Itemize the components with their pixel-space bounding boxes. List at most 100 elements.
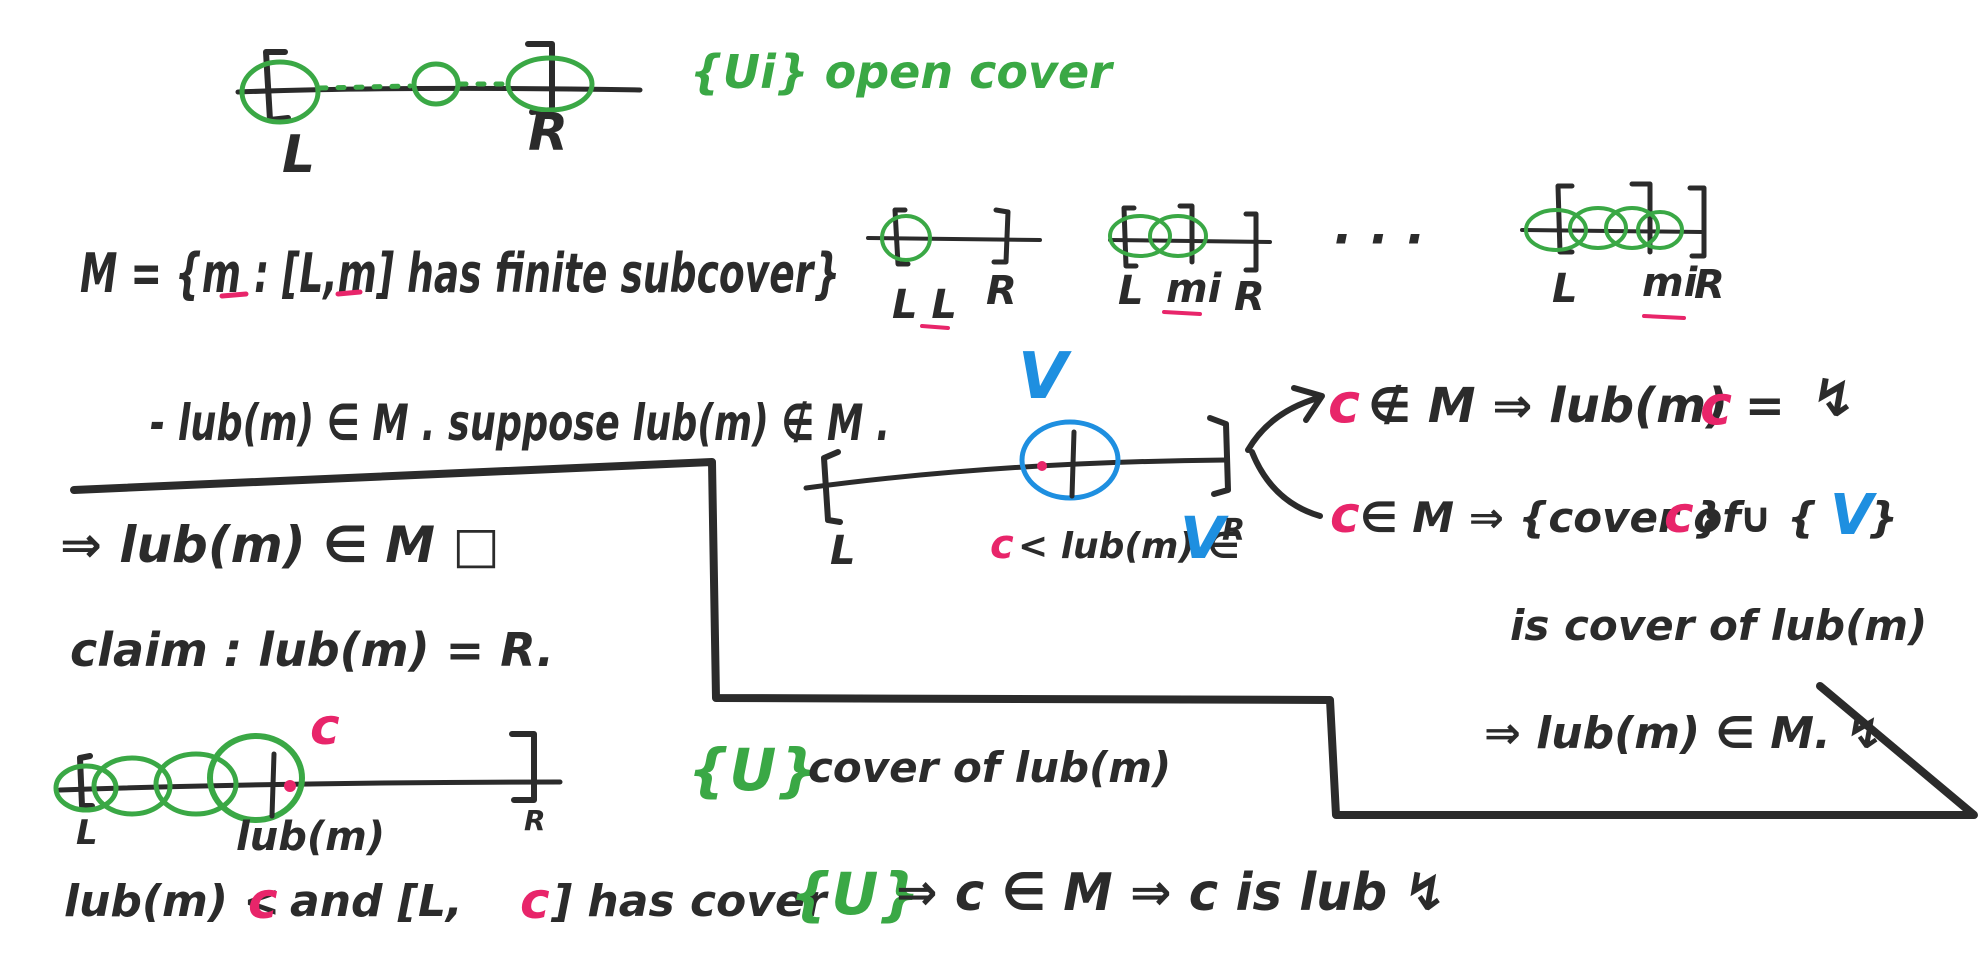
middle-label-right: R [1222, 513, 1245, 548]
thumb3-underline [1642, 314, 1686, 320]
thumb3-left-bracket [1555, 183, 1575, 255]
thumb3-cover-circle-2 [1568, 206, 1628, 250]
set-def-underline-2 [335, 289, 363, 297]
left-box-content: ⇒ lub(m) ∈ M □ claim : lub(m) = R. [60, 516, 554, 677]
middle-c-point [1037, 461, 1047, 471]
middle-lub-tick [1069, 429, 1077, 499]
thumb2-right-bracket [1243, 211, 1259, 273]
bottom-right-bracket [509, 731, 537, 803]
thumb3-label-mid: mi [1642, 260, 1699, 306]
thumb2-label-right: R [1234, 274, 1265, 320]
case1-c: c [1328, 372, 1360, 435]
set-definition-row: M = {m : [L,m] has finite subcover} L L … [80, 181, 1725, 330]
thumb2-cover-circle-1 [1108, 214, 1172, 258]
top-cover-note: {Ui} open cover [690, 45, 1115, 99]
bottom-label-lub: lub(m) [236, 814, 385, 860]
case1-rest: ∉ M ⇒ lub(m) = [1368, 378, 1785, 434]
top-cover-circle-3 [505, 55, 595, 113]
bottom-conclusion-line: lub(m) < c and [L, c ] has cover {U} ⇒ c… [64, 860, 1446, 930]
case2-c: c [1330, 486, 1360, 544]
bottom-lub-tick [269, 751, 277, 819]
thumb3-label-left: L [1552, 266, 1578, 312]
thumb3-label-right: R [1694, 262, 1725, 308]
thumb3-right-bracket [1687, 185, 1707, 259]
set-definition-text: M = {m : [L,m] has finite subcover} [80, 242, 840, 305]
cases-block: c ∉ M ⇒ lub(m) = c ↯ c ∈ M ⇒ {cover of c… [1328, 369, 1927, 759]
bottom-cover-circle-2 [91, 755, 173, 817]
case-arrow-up [1245, 395, 1321, 453]
bottom-label-left: L [76, 813, 98, 853]
step-outline [70, 458, 1978, 819]
thumb3-cover-circle-3 [1604, 206, 1660, 250]
thumb2-label-mid: mi [1166, 266, 1223, 312]
middle-v-label: V [1018, 340, 1072, 414]
top-right-bracket [525, 41, 555, 115]
top-cover-dashes [317, 83, 413, 91]
bottom-line-part3: ] has cover [550, 876, 829, 927]
case1-c2: c [1700, 374, 1732, 437]
case2-line3: ⇒ lub(m) ∈ M. ↯ [1484, 708, 1883, 759]
top-cover-circle-2 [411, 61, 461, 107]
top-label-right: R [528, 103, 568, 163]
case2-v: V [1830, 483, 1878, 548]
thumb1-label-right: R [986, 268, 1017, 314]
bottom-cover-circle-1 [53, 763, 119, 813]
left-box-claim: claim : lub(m) = R. [70, 623, 554, 677]
middle-label-rest: < lub(m) ∈ [1018, 526, 1240, 567]
bottom-cover-open: {U} [688, 736, 818, 804]
bottom-c-label: c [310, 698, 340, 756]
bottom-c-point [284, 780, 296, 792]
left-box-implies: ⇒ lub(m) ∈ M □ [60, 516, 500, 574]
thumb2-mid-bracket [1177, 203, 1195, 265]
thumb1-label-left: L L [892, 282, 957, 328]
middle-number-line [803, 457, 1229, 491]
middle-interval-diagram: V L c < lub(m) ∈ V R [803, 340, 1245, 574]
thumb2-underline [1162, 310, 1202, 316]
thumb2-label-left: L [1118, 268, 1144, 314]
set-def-underline-1 [219, 291, 249, 299]
thumb1-cover-circle [880, 214, 932, 262]
bottom-number-line [57, 779, 563, 793]
bottom-line-part2: and [L, [290, 876, 463, 927]
thumb1-right-bracket [991, 207, 1011, 265]
bottom-line-c1: c [248, 872, 278, 930]
top-number-line [235, 85, 643, 95]
bottom-left-bracket [77, 753, 95, 809]
case2-line2: is cover of lub(m) [1510, 601, 1927, 650]
bottom-label-right: R [524, 804, 546, 837]
lub-question-text: - lub(m) ∈ M . suppose lub(m) ∉ M . [150, 394, 890, 452]
middle-right-bracket [1207, 415, 1231, 497]
bottom-line-part1: lub(m) < [64, 876, 280, 927]
thumb3-cover-circle-1 [1524, 208, 1588, 252]
top-cover-circle-1 [239, 59, 321, 125]
thumb2-cover-circle-2 [1148, 214, 1208, 258]
thumb1-underline [920, 324, 950, 330]
case-arrow-down [1249, 449, 1323, 519]
bottom-cover-circle-4 [207, 733, 305, 823]
bottom-line-part4: ⇒ c ∈ M ⇒ c is lub ↯ [896, 863, 1446, 923]
bottom-interval-diagram: c L lub(m) R {U} cover of lub(m) [53, 698, 1171, 860]
top-interval-diagram: L R {Ui} open cover [235, 41, 1115, 185]
case-arrows [1245, 385, 1325, 519]
middle-label-c: c [990, 522, 1014, 568]
thumb1-line [866, 236, 1042, 242]
bottom-cover-text: cover of lub(m) [808, 743, 1171, 792]
middle-v-circle [1019, 419, 1121, 501]
thumb1-left-bracket [892, 207, 911, 267]
thumb3-mid-bracket [1629, 181, 1653, 255]
case-arrow-up-head [1291, 385, 1325, 423]
case2-c2: c [1664, 486, 1694, 544]
thumb3-cover-circle-4 [1636, 210, 1684, 250]
thumbnails-ellipsis: · · · [1332, 210, 1424, 268]
top-left-bracket [263, 49, 291, 123]
bottom-line-u: {U} [790, 860, 920, 928]
thumb3-line [1520, 228, 1704, 234]
thumb2-left-bracket [1121, 205, 1139, 269]
case1-contradiction: ↯ [1812, 369, 1856, 429]
bottom-line-c2: c [520, 872, 550, 930]
middle-label-left: L [830, 528, 856, 574]
bottom-cover-circle-3 [153, 751, 239, 817]
top-label-left: L [282, 125, 315, 185]
case2-close: } [1868, 493, 1898, 542]
